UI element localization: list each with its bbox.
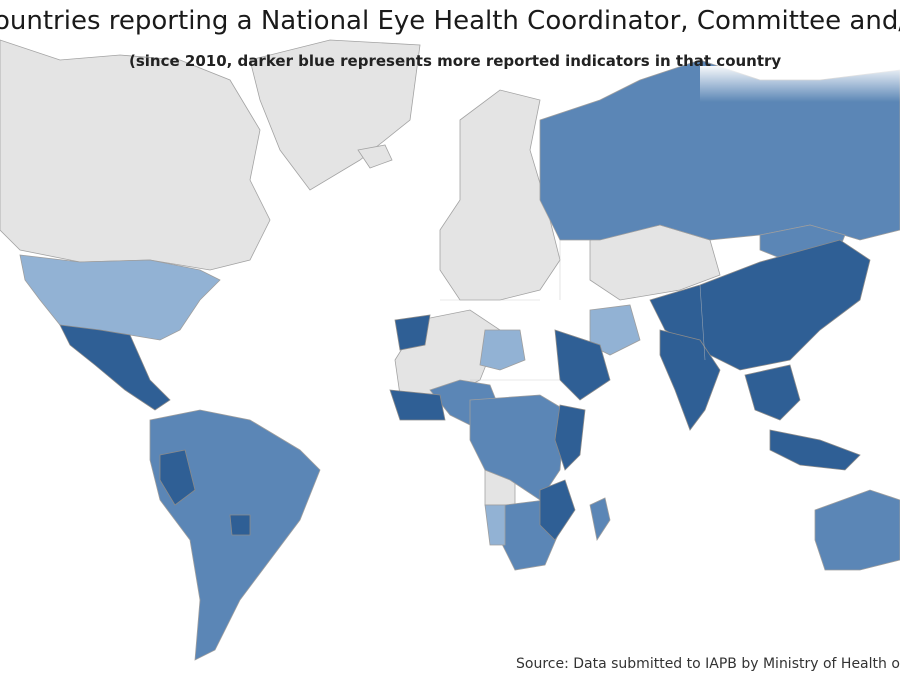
- region-west-africa-dark: [389, 389, 446, 421]
- region-india: [659, 329, 721, 431]
- region-arabia: [554, 329, 611, 401]
- high-indicator-regions: [59, 239, 871, 541]
- region-central-east-africa: [469, 394, 566, 501]
- map-subtitle: (since 2010, darker blue represents more…: [129, 52, 782, 70]
- region-united-states: [19, 254, 221, 341]
- region-greenland: [249, 39, 421, 191]
- region-mexico: [59, 324, 171, 411]
- region-russia: [539, 59, 900, 241]
- region-scandinavia-europe: [439, 89, 561, 301]
- border-lines: [440, 240, 706, 381]
- region-southern-africa-light: [484, 504, 506, 546]
- region-east-africa: [554, 404, 586, 471]
- region-alaska-canada: [0, 39, 271, 271]
- region-australia: [814, 489, 900, 571]
- region-morocco: [394, 314, 431, 351]
- no-data-regions: [0, 39, 721, 506]
- region-mozambique: [539, 479, 576, 541]
- source-note: Source: Data submitted to IAPB by Minist…: [516, 656, 900, 672]
- region-madagascar: [589, 497, 611, 542]
- region-paraguay: [229, 514, 251, 536]
- map-title: ountries reporting a National Eye Health…: [0, 6, 900, 36]
- region-indonesia: [769, 429, 861, 471]
- region-peru: [159, 449, 196, 506]
- region-iceland: [357, 144, 393, 169]
- region-west-africa-light: [479, 329, 526, 371]
- region-southeast-asia: [744, 364, 801, 421]
- region-middle-east-light: [589, 304, 641, 356]
- low-indicator-regions: [19, 254, 641, 546]
- top-right-fade: [700, 66, 900, 102]
